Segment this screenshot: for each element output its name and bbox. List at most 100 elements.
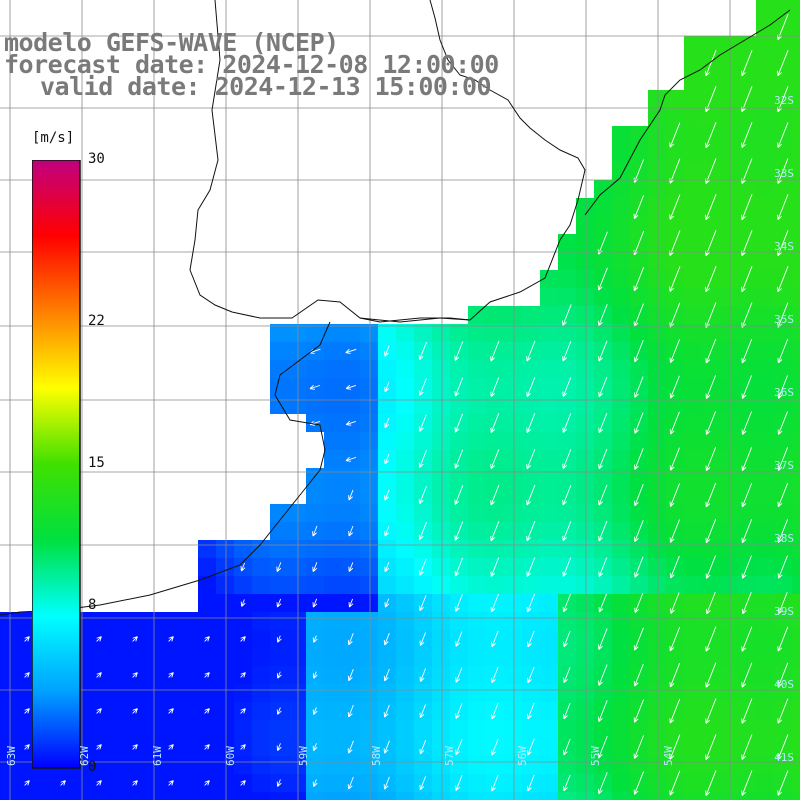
wind-speed-cell [396, 504, 414, 522]
wind-arrow [348, 489, 354, 501]
wind-arrow [705, 447, 717, 472]
wind-speed-cell [630, 756, 648, 774]
wind-speed-cell [648, 180, 666, 198]
wind-speed-cell [252, 702, 270, 720]
wind-speed-cell [612, 468, 630, 486]
wind-speed-cell [720, 108, 738, 126]
wind-speed-cell [486, 684, 504, 702]
wind-speed-cell [378, 540, 396, 558]
wind-speed-cell [414, 648, 432, 666]
wind-arrow [240, 599, 246, 607]
wind-speed-cell [180, 702, 198, 720]
wind-speed-cell [774, 756, 792, 774]
wind-speed-cell [288, 648, 306, 666]
wind-speed-cell [450, 648, 468, 666]
wind-speed-cell [522, 324, 540, 342]
wind-speed-cell [126, 612, 144, 630]
wind-speed-cell [324, 360, 342, 378]
wind-speed-cell [288, 702, 306, 720]
wind-speed-cell [360, 774, 378, 792]
wind-arrow [777, 734, 789, 760]
wind-speed-cell [684, 180, 702, 198]
wind-speed-cell [486, 720, 504, 738]
wind-arrow [597, 735, 608, 759]
wind-speed-cell [504, 684, 522, 702]
wind-speed-cell [756, 414, 774, 432]
longitude-label: 60W [224, 746, 237, 766]
wind-speed-cell [792, 630, 800, 648]
wind-speed-cell [468, 414, 486, 432]
wind-speed-cell [198, 720, 216, 738]
wind-speed-cell [324, 684, 342, 702]
wind-speed-cell [216, 738, 234, 756]
wind-speed-cell [468, 342, 486, 360]
wind-speed-cell [756, 450, 774, 468]
wind-arrow [598, 557, 608, 577]
wind-arrow [455, 739, 463, 756]
wind-speed-cell [702, 360, 720, 378]
latitude-label: 41S [774, 751, 794, 764]
wind-speed-cell [378, 504, 396, 522]
wind-speed-cell [792, 306, 800, 324]
wind-speed-cell [684, 342, 702, 360]
wind-speed-cell [252, 648, 270, 666]
wind-arrow [240, 744, 246, 750]
wind-speed-cell [792, 324, 800, 342]
wind-speed-cell [756, 90, 774, 108]
wind-speed-cell [252, 666, 270, 684]
wind-speed-cell [738, 576, 756, 594]
wind-speed-cell [774, 36, 792, 54]
wind-arrow [490, 520, 500, 542]
wind-arrow [634, 556, 644, 578]
wind-speed-cell [432, 432, 450, 450]
wind-speed-cell [648, 450, 666, 468]
wind-speed-cell [270, 756, 288, 774]
wind-speed-cell [774, 432, 792, 450]
wind-speed-cell [720, 468, 738, 486]
valid-date: valid date: 2024-12-13 15:00:00 [40, 72, 492, 101]
wind-speed-cell [666, 576, 684, 594]
wind-speed-cell [702, 792, 720, 800]
wind-speed-cell [432, 468, 450, 486]
wind-speed-cell [180, 630, 198, 648]
wind-arrow [563, 631, 571, 648]
wind-speed-cell [324, 612, 342, 630]
wind-speed-cell [684, 432, 702, 450]
wind-speed-cell [792, 540, 800, 558]
wind-speed-cell [612, 666, 630, 684]
wind-arrow [312, 671, 318, 679]
wind-arrow [384, 525, 390, 537]
wind-speed-cell [756, 792, 774, 800]
wind-arrow [347, 669, 354, 682]
wind-speed-cell [108, 756, 126, 774]
wind-arrow [633, 339, 644, 363]
wind-speed-cell [342, 756, 360, 774]
wind-speed-cell [540, 342, 558, 360]
wind-speed-cell [396, 432, 414, 450]
wind-arrow [96, 744, 102, 750]
wind-speed-cell [666, 288, 684, 306]
wind-speed-cell [666, 180, 684, 198]
wind-speed-cell [630, 126, 648, 144]
wind-speed-cell [612, 684, 630, 702]
wind-speed-cell [180, 666, 198, 684]
wind-speed-cell [612, 270, 630, 288]
wind-speed-cell [432, 774, 450, 792]
wind-speed-cell [774, 108, 792, 126]
wind-speed-cell [504, 702, 522, 720]
wind-speed-cell [540, 468, 558, 486]
wind-speed-cell [252, 684, 270, 702]
wind-speed-cell [576, 612, 594, 630]
wind-speed-cell [252, 720, 270, 738]
wind-speed-cell [612, 360, 630, 378]
wind-speed-cell [432, 576, 450, 594]
wind-arrow [240, 562, 246, 572]
wind-speed-cell [648, 378, 666, 396]
wind-speed-cell [756, 270, 774, 288]
wind-arrow [741, 698, 753, 724]
wind-speed-cell [414, 720, 432, 738]
wind-speed-cell [288, 576, 306, 594]
wind-arrow [669, 519, 680, 543]
wind-speed-cell [378, 576, 396, 594]
wind-speed-cell [324, 378, 342, 396]
